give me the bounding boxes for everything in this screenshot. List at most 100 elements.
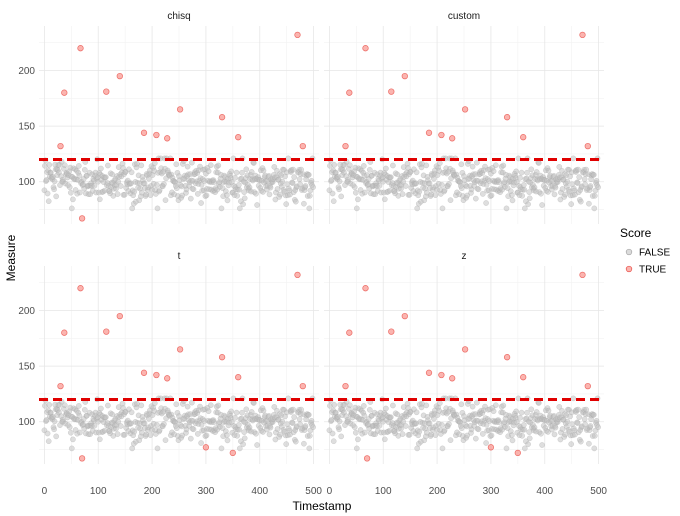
point-false	[61, 162, 68, 169]
point-false	[274, 426, 281, 432]
point-true	[461, 106, 469, 113]
point-false	[44, 190, 51, 197]
point-false	[469, 403, 476, 410]
point-false	[509, 197, 516, 204]
point-false	[306, 445, 313, 452]
point-false	[475, 186, 482, 193]
point-false	[360, 403, 367, 409]
point-false	[241, 435, 248, 442]
point-false	[441, 187, 448, 194]
point-false	[274, 186, 281, 192]
y-tick-label: 200	[18, 66, 35, 77]
point-false	[556, 164, 563, 170]
point-false	[289, 420, 296, 426]
point-false	[236, 426, 243, 433]
point-false	[591, 432, 598, 439]
point-false	[587, 183, 594, 189]
x-tick-label: 200	[429, 486, 446, 497]
point-false	[279, 178, 286, 185]
point-false	[559, 426, 566, 432]
point-false	[576, 174, 583, 180]
point-false	[232, 174, 238, 181]
point-false	[46, 162, 53, 168]
point-false	[331, 162, 338, 168]
point-false	[416, 188, 423, 195]
point-false	[330, 198, 337, 205]
point-false	[248, 169, 255, 175]
point-false	[500, 162, 507, 169]
point-false	[568, 441, 575, 447]
point-false	[236, 205, 243, 212]
point-false	[490, 408, 497, 415]
point-false	[128, 169, 135, 176]
point-false	[67, 429, 74, 436]
point-true	[401, 312, 408, 320]
point-false	[162, 437, 169, 444]
point-true	[346, 329, 353, 336]
point-false	[436, 160, 443, 167]
point-false	[154, 422, 160, 428]
point-false	[458, 161, 465, 168]
point-false	[250, 160, 257, 166]
point-false	[218, 205, 225, 212]
point-false	[583, 166, 590, 173]
point-false	[402, 183, 409, 189]
point-false	[254, 442, 260, 448]
point-false	[215, 162, 222, 169]
point-false	[509, 192, 515, 199]
point-false	[234, 432, 241, 439]
point-false	[538, 430, 544, 437]
point-false	[291, 414, 298, 420]
point-false	[586, 440, 592, 447]
point-false	[446, 181, 452, 187]
point-false	[129, 445, 136, 452]
panel-z: z 0 100 200 300 400 500	[324, 251, 607, 497]
point-false	[105, 402, 111, 409]
point-false	[513, 168, 520, 175]
point-false	[552, 184, 559, 191]
point-true	[294, 271, 301, 279]
point-false	[301, 440, 307, 447]
point-false	[253, 190, 259, 197]
point-false	[390, 162, 396, 169]
point-false	[77, 189, 83, 196]
point-false	[76, 412, 83, 419]
point-false	[53, 193, 60, 200]
point-false	[483, 421, 490, 428]
point-false	[399, 191, 406, 197]
point-true	[299, 142, 306, 150]
point-false	[595, 184, 601, 191]
point-false	[383, 405, 389, 412]
point-false	[96, 196, 103, 203]
point-false	[243, 166, 250, 173]
point-false	[390, 402, 396, 409]
point-false	[351, 184, 358, 191]
point-false	[517, 414, 523, 421]
point-true	[579, 31, 586, 39]
legend-title: Score	[620, 226, 652, 240]
point-false	[98, 165, 104, 172]
point-false	[591, 205, 598, 212]
point-false	[279, 418, 286, 425]
point-false	[551, 431, 558, 438]
point-false	[576, 414, 583, 420]
point-false	[194, 191, 201, 197]
point-false	[138, 402, 145, 409]
point-false	[472, 435, 479, 442]
point-false	[366, 406, 373, 413]
point-false	[205, 408, 212, 415]
point-true	[116, 72, 123, 80]
point-false	[414, 445, 421, 452]
point-true	[401, 72, 408, 80]
legend: Score FALSE TRUE	[620, 226, 670, 276]
point-false	[423, 162, 430, 169]
point-false	[271, 404, 278, 410]
point-false	[336, 426, 342, 433]
point-false	[479, 191, 486, 197]
point-false	[526, 195, 533, 202]
y-tick-label: 200	[18, 306, 35, 317]
point-false	[447, 197, 454, 204]
point-false	[595, 424, 601, 431]
point-false	[533, 409, 540, 415]
